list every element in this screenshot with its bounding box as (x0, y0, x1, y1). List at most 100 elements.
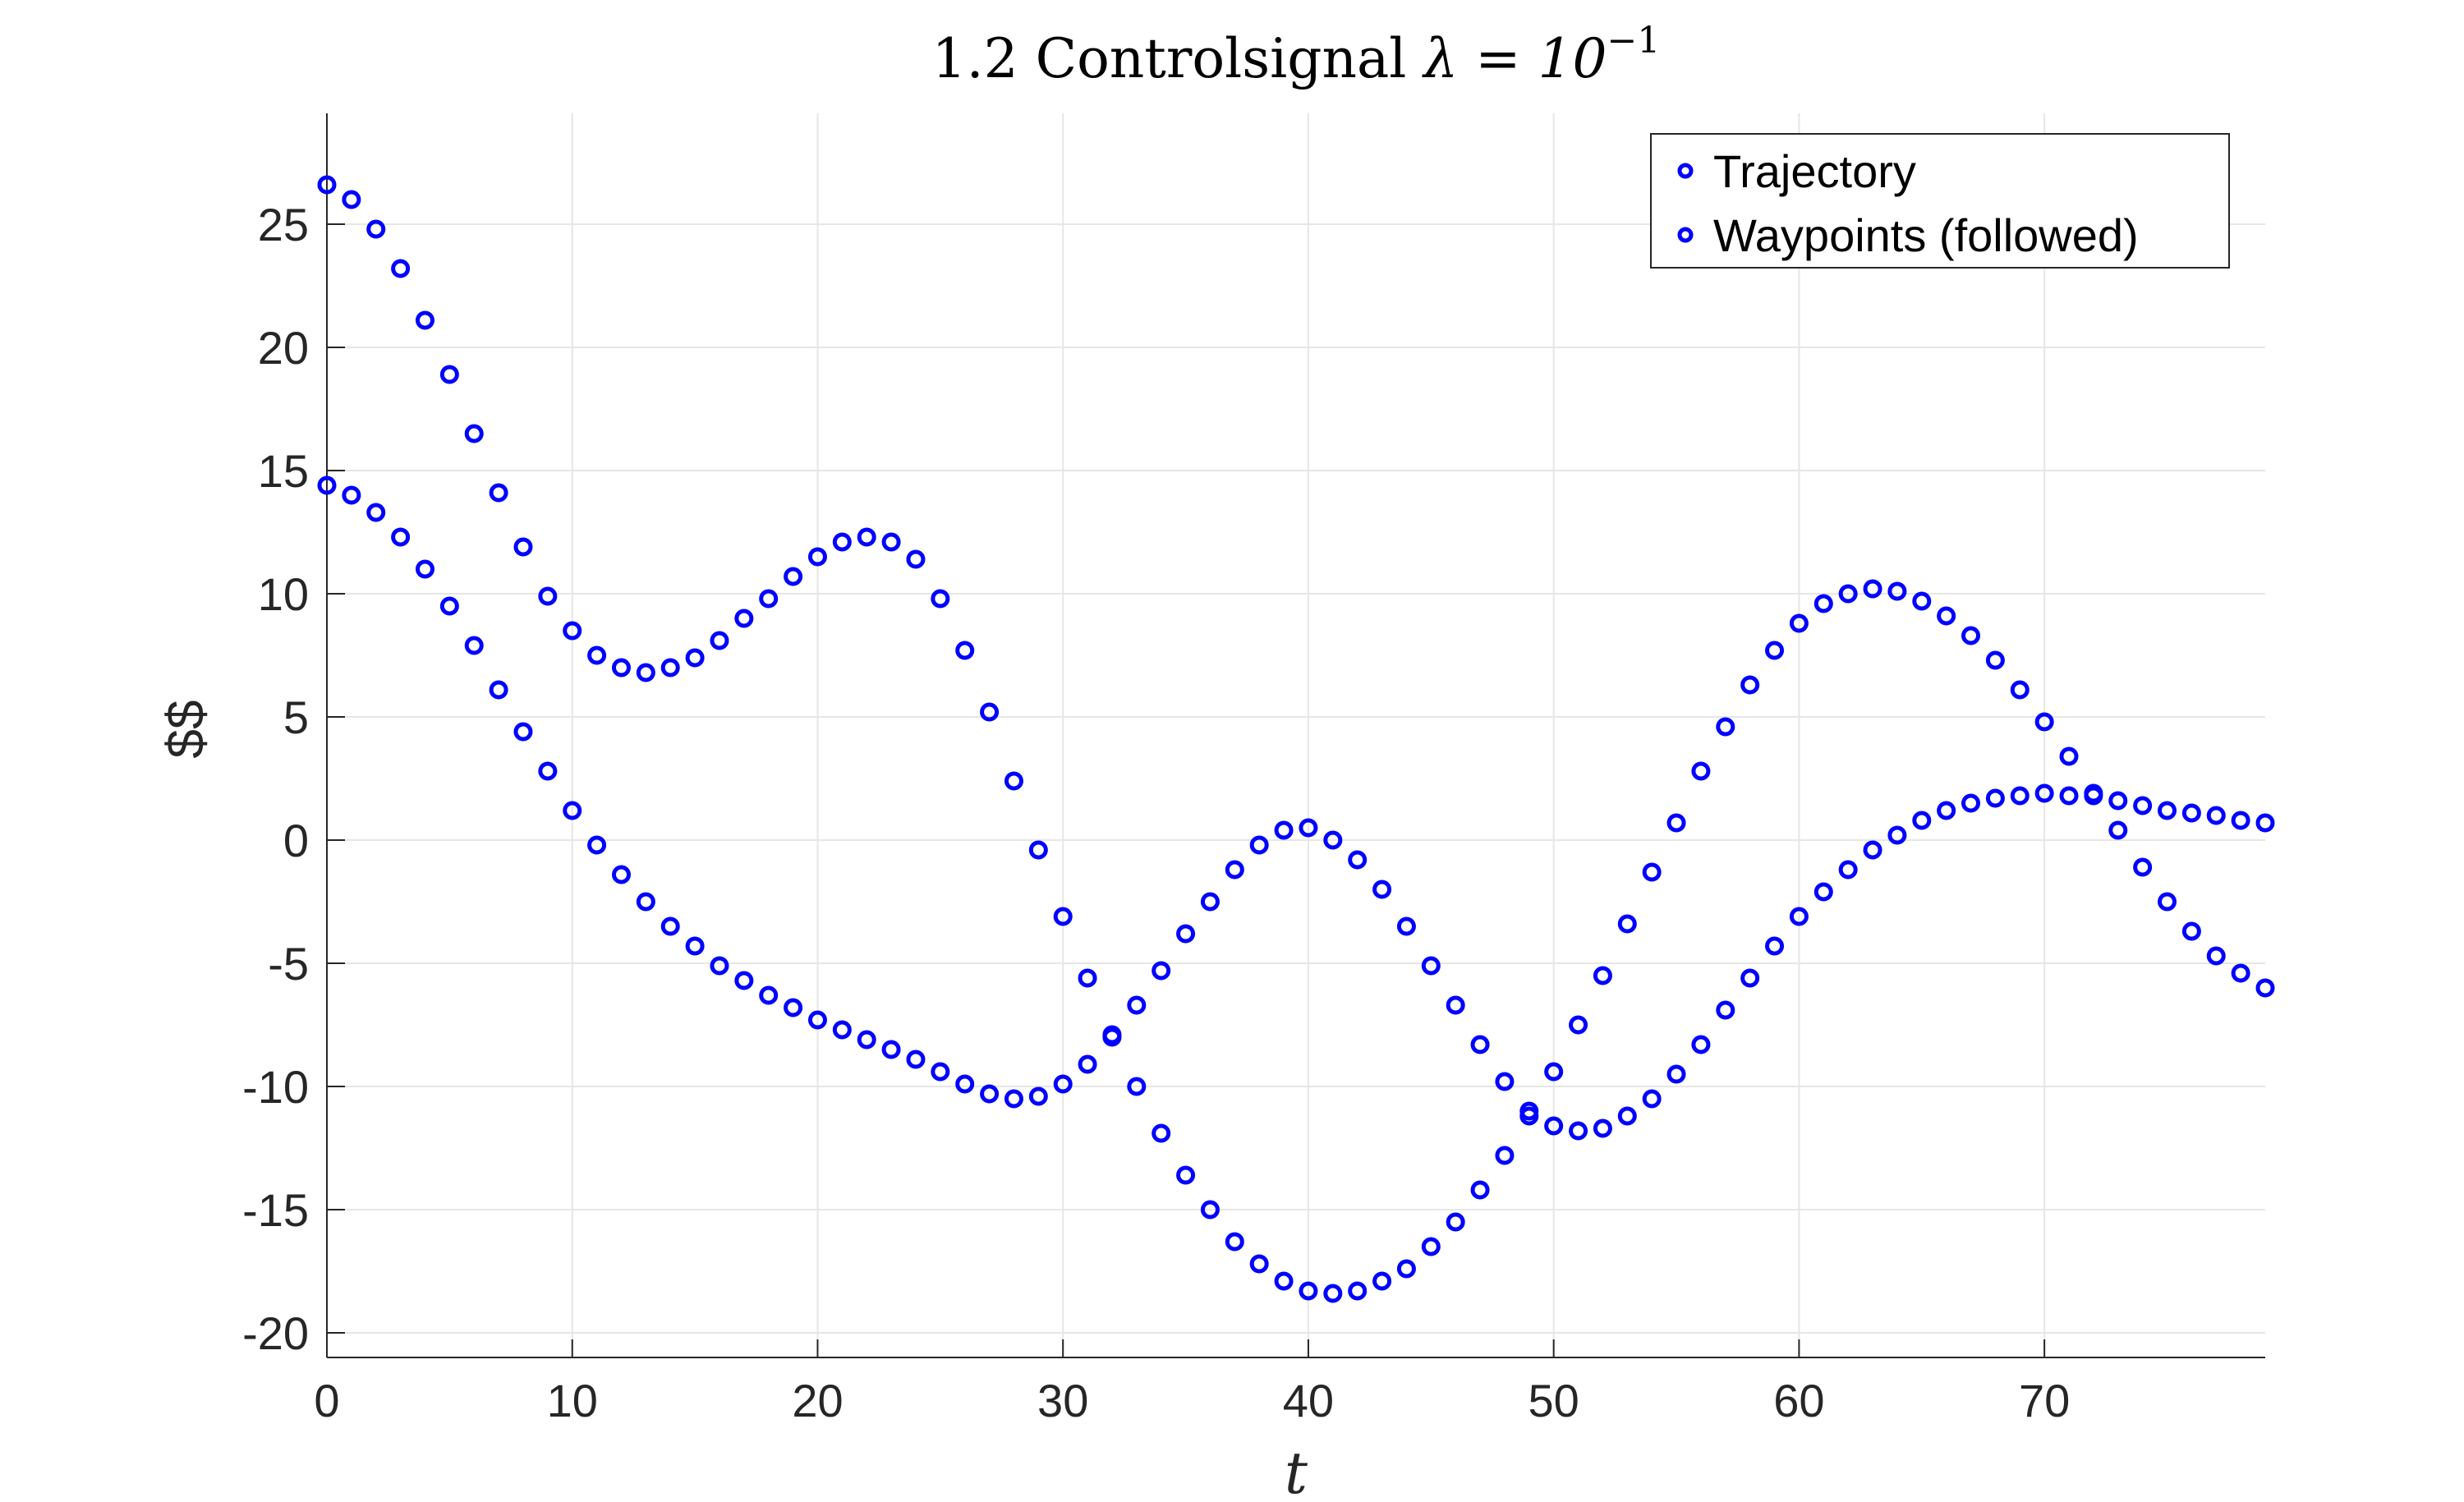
data-point (2108, 791, 2128, 811)
data-point (2010, 786, 2030, 806)
data-point (1937, 606, 1956, 626)
data-point (832, 532, 852, 552)
data-point (980, 702, 1000, 722)
data-point (1028, 840, 1048, 860)
y-ticks: -20 -15 -10 -5 0 5 10 15 20 25 (242, 199, 345, 1359)
data-point (1396, 916, 1416, 936)
data-point (2158, 892, 2177, 912)
data-point (1985, 650, 2005, 670)
data-point (881, 532, 901, 552)
data-point (1691, 1035, 1711, 1054)
data-point (1446, 1212, 1465, 1232)
data-point (1863, 579, 1882, 599)
data-point (660, 916, 680, 936)
data-point (489, 483, 508, 503)
data-point (587, 835, 607, 855)
data-point (1887, 581, 1907, 601)
data-point (1200, 1200, 1220, 1220)
data-point (513, 537, 533, 557)
data-point (538, 586, 558, 606)
data-point (1152, 961, 1171, 981)
y-tick-label: -10 (242, 1061, 309, 1113)
data-point (2084, 786, 2103, 806)
data-point (1274, 820, 1294, 840)
data-point (1200, 892, 1220, 912)
data-point (1225, 860, 1244, 880)
data-point (881, 1040, 901, 1059)
data-point (1887, 825, 1907, 845)
data-point (1176, 1165, 1196, 1185)
y-tick-label: 25 (258, 199, 309, 250)
x-tick-label: 10 (547, 1375, 598, 1426)
data-point (1642, 1089, 1662, 1109)
data-point (1593, 1118, 1612, 1138)
x-tick-label: 30 (1037, 1375, 1088, 1426)
data-point (734, 971, 754, 990)
data-point (1470, 1035, 1490, 1054)
data-point (391, 527, 411, 547)
data-point (1666, 813, 1686, 833)
data-point (1372, 880, 1392, 899)
data-point (1225, 1232, 1244, 1252)
data-point (317, 175, 337, 195)
data-point (955, 641, 975, 660)
data-point (2206, 806, 2226, 825)
chart-title-symbol: λ = 10 (1421, 27, 1607, 90)
chart-title-superscript: −1 (1607, 20, 1660, 62)
data-point (513, 722, 533, 742)
data-point (2206, 946, 2226, 966)
data-points (317, 175, 2275, 1303)
data-point (710, 956, 729, 976)
data-point (832, 1020, 852, 1040)
data-point (1470, 1180, 1490, 1200)
data-point (415, 310, 434, 330)
data-point (1495, 1146, 1515, 1165)
legend-box (1650, 133, 2230, 269)
data-point (563, 801, 582, 820)
data-point (563, 621, 582, 641)
data-point (955, 1074, 975, 1094)
legend-label-trajectory: Trajectory (1713, 145, 1916, 197)
x-ticks: 0 10 20 30 40 50 60 70 (314, 1339, 2070, 1426)
data-point (1961, 793, 1981, 813)
data-point (759, 589, 779, 609)
data-point (1004, 1089, 1023, 1109)
data-point (366, 503, 386, 522)
data-point (1372, 1271, 1392, 1291)
data-point (2059, 786, 2079, 806)
data-point (1593, 966, 1612, 985)
data-point (1789, 613, 1809, 633)
data-point (1814, 594, 1833, 613)
data-point (342, 190, 361, 209)
x-tick-label: 60 (1773, 1375, 1824, 1426)
data-point (2059, 746, 2079, 766)
data-point (464, 636, 484, 655)
data-point (1274, 1271, 1294, 1291)
x-tick-label: 0 (314, 1375, 339, 1426)
x-tick-label: 50 (1529, 1375, 1579, 1426)
data-point (1838, 584, 1858, 604)
data-point (980, 1084, 1000, 1104)
data-point (2255, 813, 2275, 833)
x-tick-label: 40 (1283, 1375, 1334, 1426)
data-point (1912, 811, 1932, 830)
data-point (1004, 771, 1023, 791)
data-point (1323, 1284, 1343, 1303)
data-point (1299, 818, 1318, 838)
legend-marker-waypoints (1677, 227, 1694, 243)
y-tick-label: 0 (283, 815, 309, 866)
data-point (1863, 840, 1882, 860)
data-point (685, 936, 705, 956)
x-tick-label: 70 (2019, 1375, 2070, 1426)
data-point (2034, 783, 2054, 803)
data-point (906, 549, 926, 569)
data-point (2158, 801, 2177, 820)
data-point (1838, 860, 1858, 880)
legend-marker-trajectory (1677, 163, 1694, 179)
data-point (587, 645, 607, 665)
legend-label-waypoints: Waypoints (followed) (1713, 209, 2139, 261)
data-point (1985, 788, 2005, 808)
data-point (1789, 907, 1809, 926)
data-point (391, 259, 411, 278)
data-point (1937, 801, 1956, 820)
